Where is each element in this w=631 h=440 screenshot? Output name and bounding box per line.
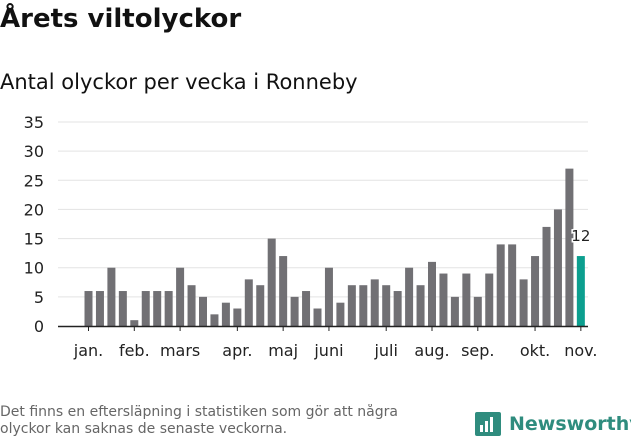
bar — [439, 273, 448, 326]
x-tick-label: nov. — [564, 341, 597, 360]
bar — [187, 285, 196, 326]
y-tick-label: 20 — [24, 200, 44, 219]
bar — [508, 244, 517, 326]
x-tick-label: juli — [373, 341, 397, 360]
y-tick-label: 5 — [34, 288, 44, 307]
newsworthy-logo-icon — [475, 412, 501, 436]
bar — [553, 209, 562, 326]
x-tick-label: jan. — [73, 341, 103, 360]
bar — [153, 291, 162, 326]
y-tick-label: 0 — [34, 317, 44, 336]
bar — [244, 279, 253, 326]
bar — [84, 291, 93, 326]
bar — [95, 291, 104, 326]
bar-highlight — [576, 256, 585, 326]
bar — [462, 273, 471, 326]
x-tick-label: juni — [313, 341, 343, 360]
bar — [302, 291, 311, 326]
bar — [485, 273, 494, 326]
bar — [382, 285, 391, 326]
bar — [428, 261, 436, 326]
x-tick-label: okt. — [520, 341, 550, 360]
bar — [210, 314, 219, 326]
bar — [118, 291, 127, 326]
y-tick-label: 30 — [24, 142, 44, 161]
bar — [531, 256, 540, 326]
bar — [496, 244, 505, 326]
bar — [347, 285, 356, 326]
bar — [313, 308, 322, 326]
bar — [176, 267, 185, 326]
bar — [393, 291, 402, 326]
brand-name: Newsworthy — [509, 413, 631, 435]
bar — [450, 296, 459, 326]
bar — [141, 291, 150, 326]
y-tick-label: 10 — [24, 259, 44, 278]
bar — [565, 168, 574, 326]
x-tick-label: mars — [160, 341, 200, 360]
bar — [359, 285, 368, 326]
bar — [107, 267, 116, 326]
y-axis-ticks: 0 5 10 15 20 25 30 35 — [24, 113, 44, 336]
x-tick-label: aug. — [414, 341, 449, 360]
bar — [256, 285, 265, 326]
x-tick-label: sep. — [461, 341, 494, 360]
x-tick-label: apr. — [222, 341, 252, 360]
bar — [370, 279, 379, 326]
chart-title: Årets viltolyckor — [0, 4, 242, 34]
bar-chart: 0 5 10 15 20 25 30 35 jan. feb. mars apr. maj juni ju… — [24, 113, 598, 360]
x-axis-ticks: jan. feb. mars apr. maj juni juli aug. sep. okt. n… — [73, 326, 597, 360]
bar — [290, 296, 299, 326]
bar — [221, 302, 230, 326]
y-tick-label: 25 — [24, 171, 44, 190]
chart-subtitle: Antal olyckor per vecka i Ronneby — [0, 70, 358, 94]
y-tick-label: 15 — [24, 230, 44, 249]
bar — [519, 279, 528, 326]
bar — [542, 226, 551, 326]
data-labels: 12 — [570, 226, 592, 247]
bar — [416, 285, 425, 326]
x-tick-label: feb. — [119, 341, 150, 360]
footnote: Det finns en eftersläpning i statistiken… — [0, 404, 398, 437]
bar — [405, 267, 414, 326]
bar — [233, 308, 242, 326]
bar — [324, 267, 333, 326]
bar — [473, 296, 482, 326]
bars — [58, 168, 588, 328]
bar — [279, 256, 288, 326]
highlight-value-label: 12 — [571, 227, 590, 245]
y-tick-label: 35 — [24, 113, 44, 132]
bar — [130, 320, 139, 326]
brand-logo: Newsworthy — [475, 408, 631, 440]
bar — [267, 238, 276, 326]
bar — [336, 302, 345, 326]
x-tick-label: maj — [268, 341, 298, 360]
bar — [199, 296, 207, 326]
bar — [164, 291, 173, 326]
